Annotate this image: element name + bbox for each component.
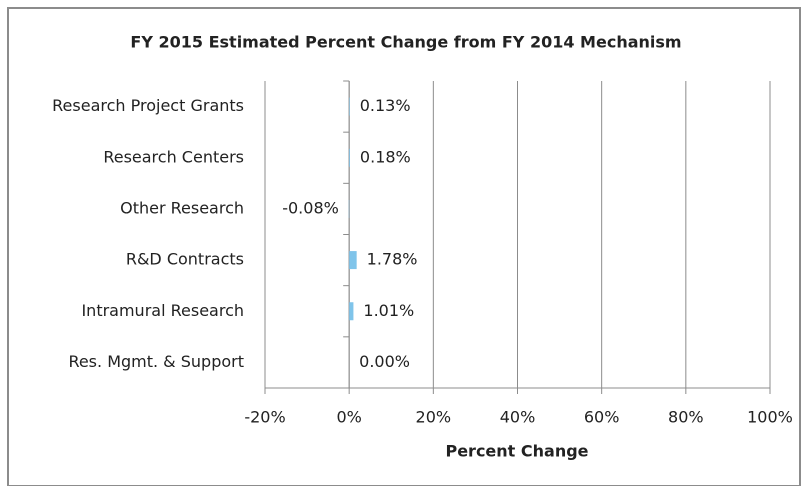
data-label: 0.13% (360, 96, 411, 115)
data-label: 1.01% (363, 301, 414, 320)
bar (349, 148, 350, 167)
data-label: 0.00% (359, 352, 410, 371)
chart-title: FY 2015 Estimated Percent Change from FY… (130, 33, 681, 52)
data-label: 0.18% (360, 147, 411, 166)
bar (349, 97, 350, 116)
y-tick-label: Other Research (120, 198, 244, 217)
x-tick-label: 80% (668, 408, 704, 427)
x-tick-label: 40% (500, 408, 536, 427)
x-tick-label: 0% (336, 408, 361, 427)
y-tick-label: Intramural Research (81, 301, 244, 320)
y-tick-label: Research Project Grants (52, 96, 244, 115)
x-axis-label: Percent Change (445, 442, 588, 461)
x-tick-label: 100% (747, 408, 793, 427)
x-tick-label: 60% (584, 408, 620, 427)
chart-frame (7, 7, 801, 486)
y-tick-label: Research Centers (103, 147, 244, 166)
y-tick-label: R&D Contracts (126, 250, 244, 269)
data-label: 1.78% (367, 250, 418, 269)
x-tick-label: 20% (416, 408, 452, 427)
bar (349, 251, 357, 270)
bar (349, 302, 354, 321)
y-tick-label: Res. Mgmt. & Support (68, 352, 244, 371)
data-label: -0.08% (282, 198, 339, 217)
x-tick-label: -20% (244, 408, 285, 427)
